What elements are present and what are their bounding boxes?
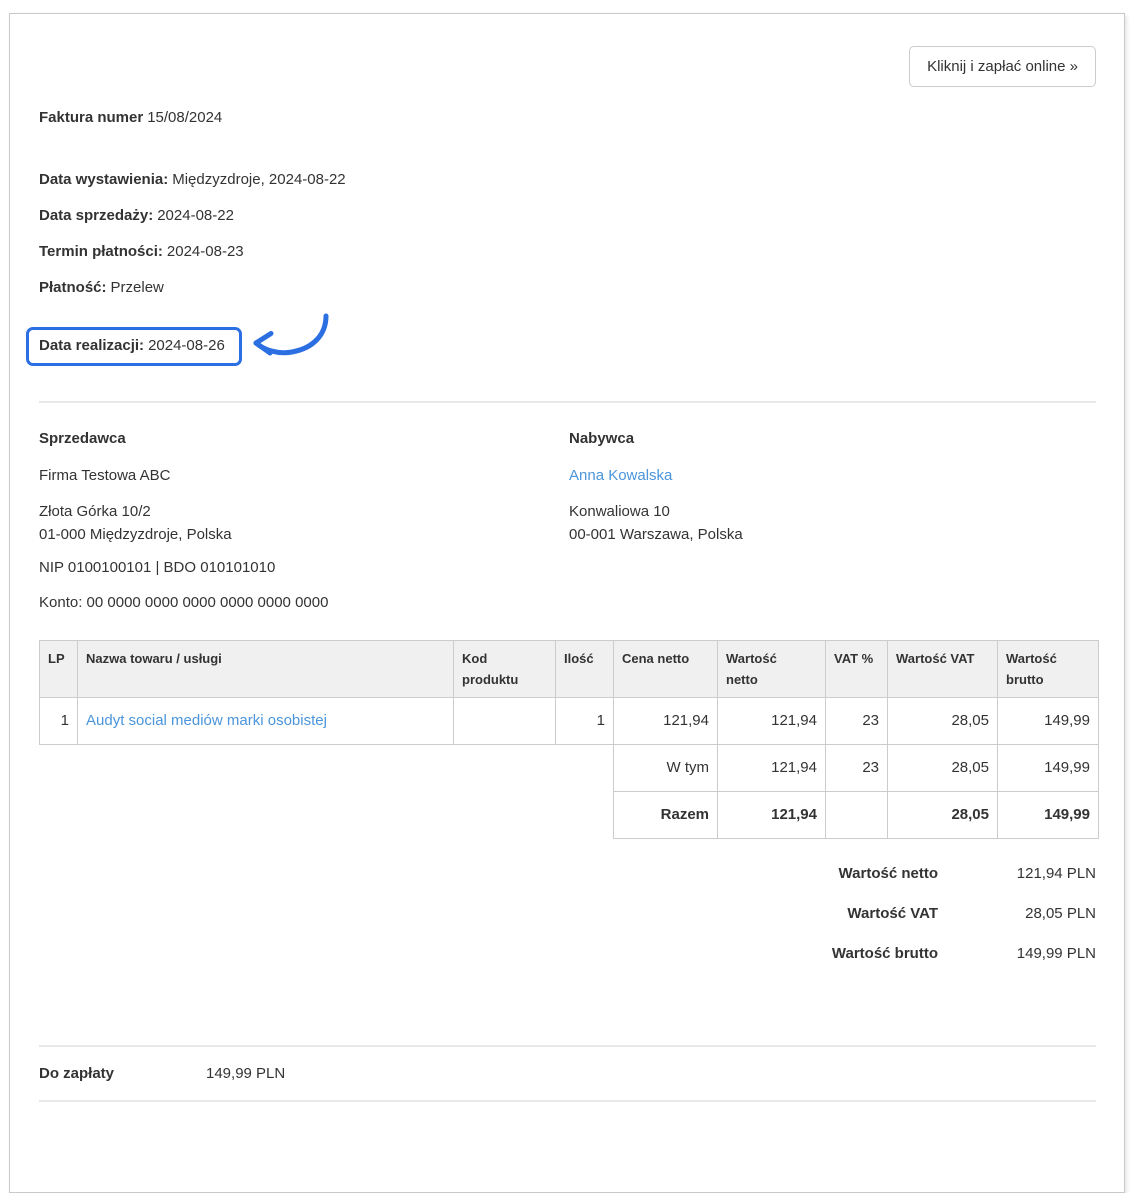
item-gross-value: 149,99 (997, 697, 1099, 745)
wtym-spacer (40, 745, 614, 792)
header-quantity: Ilość (555, 640, 614, 698)
header-vat-rate: VAT % (825, 640, 888, 698)
wtym-net: 121,94 (717, 744, 826, 792)
realization-date-highlight-box: Data realizacji: 2024-08-26 (26, 326, 242, 366)
razem-vat-rate (825, 791, 888, 839)
total-vat-label: Wartość VAT (847, 905, 938, 922)
header-unit-net: Cena netto (613, 640, 718, 698)
payment-due-section: Do zapłaty 149,99 PLN (39, 1045, 1096, 1102)
pay-button-row: Kliknij i zapłać online » (39, 46, 1096, 87)
header-item-name: Nazwa towaru / usługi (77, 640, 454, 698)
seller-bank-account: Konto: 00 0000 0000 0000 0000 0000 0000 (39, 594, 329, 611)
item-lp: 1 (39, 697, 78, 745)
payment-due-row: Do zapłaty 149,99 PLN (39, 1047, 1096, 1100)
item-quantity: 1 (555, 697, 614, 745)
header-lp: LP (39, 640, 78, 698)
pay-online-button[interactable]: Kliknij i zapłać online » (909, 46, 1096, 87)
total-vat-row: Wartość VAT 28,05 PLN (39, 905, 1096, 945)
curved-arrow-icon (248, 309, 332, 370)
due-divider-bottom (39, 1100, 1096, 1102)
sale-date-line: Data sprzedaży: 2024-08-22 (39, 207, 1096, 225)
invoice-number-value: 15/08/2024 (147, 109, 223, 126)
total-net-value: 121,94 PLN (1016, 865, 1096, 882)
parties-section: Sprzedawca Firma Testowa ABC Złota Górka… (39, 430, 1096, 612)
sale-date-label: Data sprzedaży: (39, 207, 154, 224)
item-net-value: 121,94 (717, 697, 826, 745)
invoice-number-line: Faktura numer 15/08/2024 (39, 109, 1096, 127)
razem-spacer (40, 792, 614, 839)
wtym-vat-rate: 23 (825, 744, 888, 792)
payment-deadline-label: Termin płatności: (39, 243, 163, 260)
seller-tax-ids: NIP 0100100101 | BDO 010101010 (39, 559, 276, 576)
due-divider-top (39, 1045, 1096, 1047)
section-divider-top (39, 401, 1096, 403)
issue-date-line: Data wystawienia: Międzyzdroje, 2024-08-2… (39, 171, 1096, 189)
invoice-number-label: Faktura numer (39, 109, 144, 126)
realization-date-line: Data realizacji: 2024-08-26 (26, 313, 1096, 376)
item-vat-rate: 23 (825, 697, 888, 745)
razem-gross: 149,99 (997, 791, 1099, 839)
seller-heading: Sprzedawca (39, 430, 126, 447)
total-net-row: Wartość netto 121,94 PLN (39, 865, 1096, 905)
total-net-label: Wartość netto (838, 865, 938, 882)
buyer-heading: Nabywca (569, 430, 635, 447)
header-gross-value: Wartość brutto (997, 640, 1099, 698)
payment-deadline-line: Termin płatności: 2024-08-23 (39, 243, 1096, 261)
razem-net: 121,94 (717, 791, 826, 839)
seller-address-line2: 01-000 Międzyzdroje, Polska (39, 526, 232, 543)
buyer-name-link[interactable]: Anna Kowalska (569, 467, 673, 484)
realization-date-value: 2024-08-26 (148, 336, 225, 354)
buyer-block: Nabywca Anna Kowalska Konwaliowa 10 00-0… (569, 430, 1096, 612)
realization-date-label: Data realizacji: (39, 336, 145, 354)
item-name-link[interactable]: Audyt social mediów marki osobistej (86, 712, 327, 729)
table-header-row: LP Nazwa towaru / usługi Kod produktu Il… (39, 640, 1099, 698)
issue-date-value: Międzyzdroje, 2024-08-22 (172, 171, 346, 188)
payment-method-line: Płatność: Przelew (39, 279, 1096, 297)
issue-date-label: Data wystawienia: (39, 171, 169, 188)
table-item-row: 1 Audyt social mediów marki osobistej 1 … (39, 697, 1099, 745)
total-gross-label: Wartość brutto (831, 945, 938, 962)
total-gross-value: 149,99 PLN (1016, 945, 1096, 962)
total-gross-row: Wartość brutto 149,99 PLN (39, 945, 1096, 985)
seller-address: Złota Górka 10/2 01-000 Międzyzdroje, Po… (39, 500, 569, 546)
buyer-address: Konwaliowa 10 00-001 Warszawa, Polska (569, 500, 1096, 546)
razem-vat: 28,05 (887, 791, 998, 839)
header-product-code: Kod produktu (453, 640, 556, 698)
seller-name: Firma Testowa ABC (39, 467, 171, 484)
header-vat-value: Wartość VAT (887, 640, 998, 698)
payment-due-value: 149,99 PLN (206, 1065, 286, 1082)
payment-due-label: Do zapłaty (39, 1065, 115, 1082)
payment-method-value: Przelew (110, 279, 164, 296)
item-unit-net: 121,94 (613, 697, 718, 745)
razem-label: Razem (613, 791, 718, 839)
seller-block: Sprzedawca Firma Testowa ABC Złota Górka… (39, 430, 569, 612)
sale-date-value: 2024-08-22 (157, 207, 234, 224)
invoice-card: Kliknij i zapłać online » Faktura numer 1… (9, 13, 1125, 1193)
total-vat-value: 28,05 PLN (1025, 905, 1096, 922)
invoice-items-table: LP Nazwa towaru / usługi Kod produktu Il… (39, 640, 1099, 839)
buyer-address-line1: Konwaliowa 10 (569, 503, 670, 520)
wtym-label: W tym (613, 744, 718, 792)
item-vat-value: 28,05 (887, 697, 998, 745)
seller-address-line1: Złota Górka 10/2 (39, 503, 151, 520)
item-name-cell: Audyt social mediów marki osobistej (77, 697, 454, 745)
totals-block: Wartość netto 121,94 PLN Wartość VAT 28,… (39, 865, 1096, 985)
invoice-meta-block: Data wystawienia: Międzyzdroje, 2024-08-2… (26, 171, 1096, 376)
buyer-address-line2: 00-001 Warszawa, Polska (569, 526, 743, 543)
wtym-gross: 149,99 (997, 744, 1099, 792)
table-razem-row: Razem 121,94 28,05 149,99 (40, 791, 1099, 839)
wtym-vat: 28,05 (887, 744, 998, 792)
payment-method-label: Płatność: (39, 279, 107, 296)
header-net-value: Wartość netto (717, 640, 826, 698)
payment-deadline-value: 2024-08-23 (166, 243, 244, 260)
table-wtym-row: W tym 121,94 23 28,05 149,99 (40, 744, 1099, 792)
item-product-code (453, 697, 556, 745)
